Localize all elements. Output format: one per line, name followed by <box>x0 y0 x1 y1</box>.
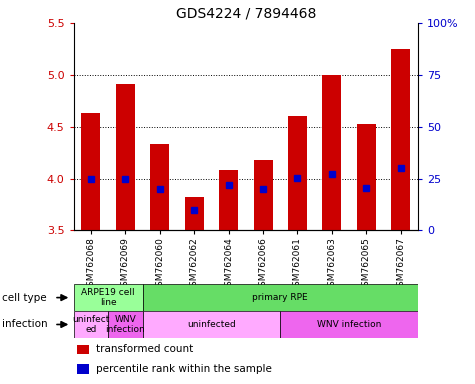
Text: percentile rank within the sample: percentile rank within the sample <box>96 364 272 374</box>
Bar <box>74 311 108 338</box>
Bar <box>142 311 280 338</box>
Bar <box>150 144 169 230</box>
Bar <box>185 197 204 230</box>
Bar <box>254 160 273 230</box>
Bar <box>323 75 342 230</box>
Bar <box>108 311 142 338</box>
Text: cell type: cell type <box>2 293 47 303</box>
Bar <box>74 284 142 311</box>
Text: WNV infection: WNV infection <box>317 320 381 329</box>
Title: GDS4224 / 7894468: GDS4224 / 7894468 <box>176 7 316 20</box>
Text: transformed count: transformed count <box>96 344 193 354</box>
Text: uninfected: uninfected <box>187 320 236 329</box>
Bar <box>77 345 89 354</box>
Bar <box>288 116 307 230</box>
Bar <box>77 364 89 374</box>
Bar <box>219 170 238 230</box>
Text: WNV
infection: WNV infection <box>105 315 145 334</box>
Bar <box>81 113 100 230</box>
Text: infection: infection <box>2 319 48 329</box>
Bar <box>391 49 410 230</box>
Text: primary RPE: primary RPE <box>252 293 308 302</box>
Text: ARPE19 cell
line: ARPE19 cell line <box>81 288 135 307</box>
Text: uninfect
ed: uninfect ed <box>72 315 110 334</box>
Bar <box>116 84 135 230</box>
Bar <box>142 284 418 311</box>
Bar <box>280 311 418 338</box>
Bar <box>357 124 376 230</box>
